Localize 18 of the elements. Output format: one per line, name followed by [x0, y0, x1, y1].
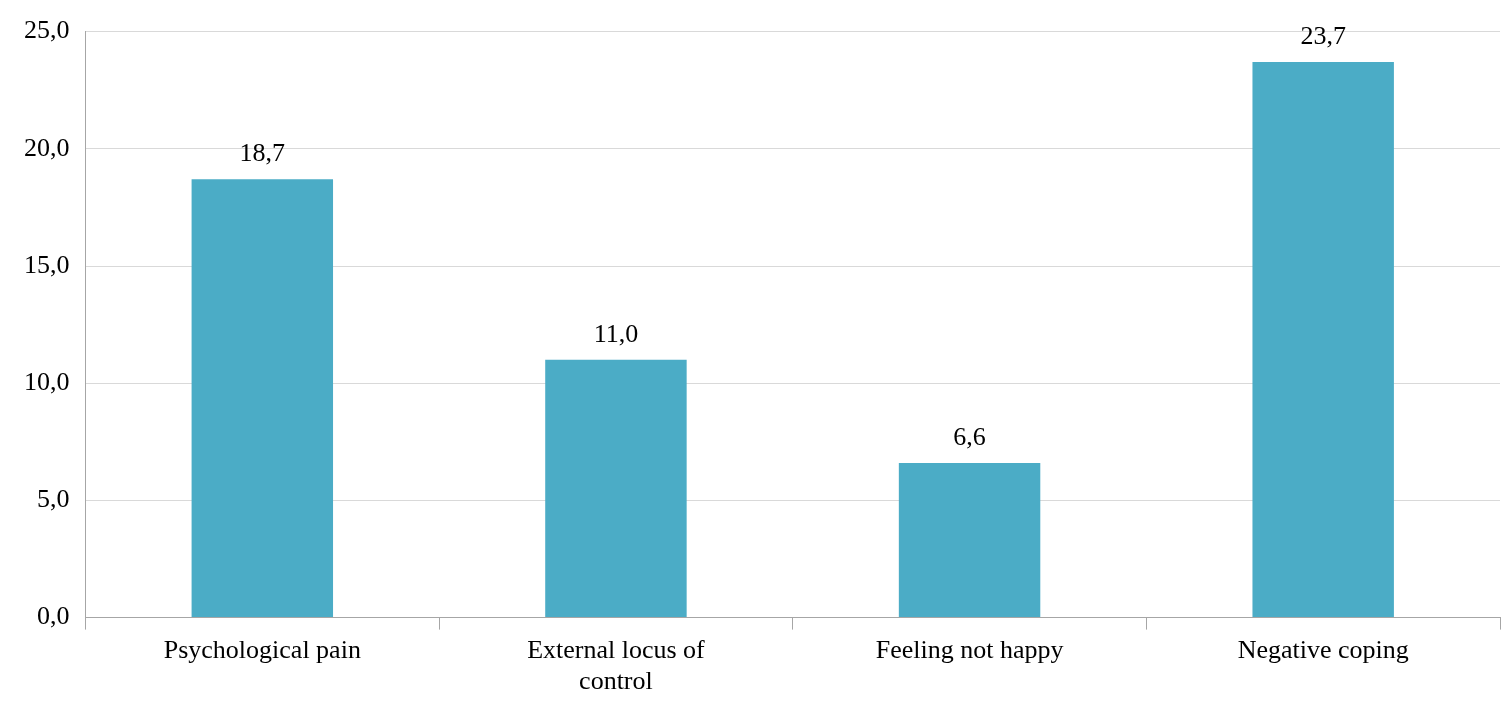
- x-tick-label: Feeling not happy: [875, 635, 1064, 665]
- data-label: 18,7: [239, 138, 286, 168]
- bar: [1252, 62, 1394, 618]
- y-tick-label: 25,0: [24, 15, 70, 45]
- y-tick-label: 10,0: [24, 367, 70, 397]
- y-tick-label: 15,0: [24, 249, 70, 279]
- y-tick-label: 0,0: [37, 601, 70, 631]
- data-label: 11,0: [593, 318, 639, 348]
- bar: [191, 179, 334, 618]
- x-tick-label: Psychological pain: [163, 635, 361, 665]
- bar: [545, 359, 687, 618]
- y-tick-label: 20,0: [24, 132, 70, 162]
- y-tick-label: 5,0: [37, 484, 70, 514]
- x-tick-label: External locus of control: [527, 635, 706, 696]
- bar: [898, 462, 1041, 618]
- x-tick-label: Negative coping: [1237, 635, 1409, 665]
- data-label: 23,7: [1300, 20, 1346, 50]
- data-label: 6,6: [953, 421, 986, 451]
